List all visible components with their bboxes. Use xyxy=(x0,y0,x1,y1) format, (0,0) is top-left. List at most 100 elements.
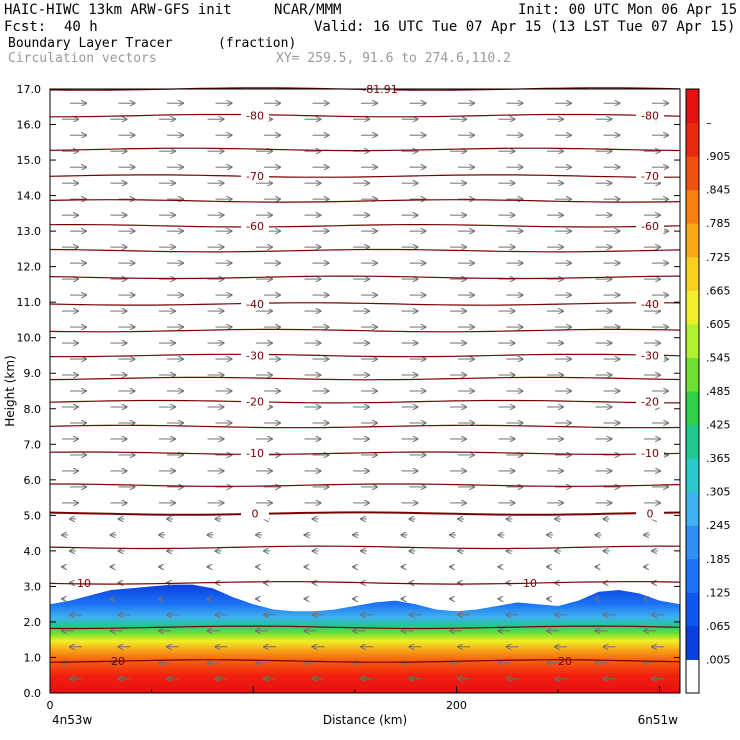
contour-label: 0 xyxy=(647,508,654,521)
xy-range: XY= 259.5, 91.6 to 274.6,110.2 xyxy=(276,51,511,66)
temperature-contour xyxy=(49,424,681,429)
colorbar-frame xyxy=(685,88,700,694)
colorbar-swatch xyxy=(686,659,699,694)
temperature-contour xyxy=(49,147,681,152)
colorbar-swatch xyxy=(686,89,699,124)
colorbar-swatch xyxy=(686,525,699,560)
temperature-contour xyxy=(49,353,681,358)
temperature-contour xyxy=(49,174,680,178)
colorbar-label: – xyxy=(706,117,712,130)
y-tick-label: 13.0 xyxy=(17,225,42,238)
contour-label-bg xyxy=(241,446,269,460)
contour-label: -60 xyxy=(246,220,264,233)
contour-label: -20 xyxy=(641,396,659,409)
temperature-contour xyxy=(49,199,681,203)
temperature-contour xyxy=(49,275,681,280)
colorbar-swatch xyxy=(686,357,699,392)
temperature-contour xyxy=(49,625,681,630)
colorbar-swatch xyxy=(686,323,699,358)
x-right-endpoint: 6n51w xyxy=(638,713,679,727)
contour-label-bg xyxy=(636,169,664,183)
y-tick-label: 7.0 xyxy=(24,438,42,451)
contour-label-bg xyxy=(636,348,664,362)
temperature-contour xyxy=(49,224,681,228)
x-tick-label: 0 xyxy=(47,699,54,712)
y-tick-label: 2.0 xyxy=(24,616,42,629)
forecast-hour: 40 h xyxy=(64,19,98,35)
model-title: HAIC-HIWC 13km ARW-GFS init xyxy=(4,2,232,18)
contour-label-bg xyxy=(241,506,269,520)
colorbar-label: .485 xyxy=(706,385,731,398)
colorbar-swatch xyxy=(686,391,699,426)
y-tick-label: 14.0 xyxy=(17,190,42,203)
contour-label: -20 xyxy=(246,396,264,409)
contour-label: 20 xyxy=(111,655,125,668)
colorbar-swatch xyxy=(686,189,699,224)
contour-label-bg xyxy=(636,506,664,520)
contour-label-bg xyxy=(636,218,664,232)
colorbar-label: .005 xyxy=(706,653,731,666)
y-tick-label: 8.0 xyxy=(24,403,42,416)
contour-label: -10 xyxy=(246,447,264,460)
y-axis-label: Height (km) xyxy=(3,355,17,426)
valid-time: Valid: 16 UTC Tue 07 Apr 15 (13 LST Tue … xyxy=(314,19,736,35)
colorbar-swatch xyxy=(686,558,699,593)
contour-label: 20 xyxy=(558,655,572,668)
overlay-name: Circulation vectors xyxy=(8,51,157,66)
x-left-endpoint: 4n53w xyxy=(52,713,93,727)
contour-label: 0 xyxy=(252,508,259,521)
colorbar-label: .725 xyxy=(706,251,731,264)
y-tick-label: 5.0 xyxy=(24,509,42,522)
colorbar-swatch xyxy=(686,122,699,157)
colorbar-label: .125 xyxy=(706,586,731,599)
contour-label: -10 xyxy=(641,447,659,460)
contour-label-bg xyxy=(636,296,664,310)
colorbar-label: .305 xyxy=(706,486,731,499)
contour-label-bg xyxy=(241,218,269,232)
y-tick-label: 1.0 xyxy=(24,651,42,664)
contour-label-bg xyxy=(241,296,269,310)
contour-label-bg xyxy=(241,348,269,362)
y-tick-label: 0.0 xyxy=(24,687,42,700)
colorbar-swatch xyxy=(686,156,699,191)
contour-label: -40 xyxy=(246,298,264,311)
y-tick-label: 12.0 xyxy=(17,261,42,274)
contour-label: -80 xyxy=(641,110,659,123)
contour-label-bg xyxy=(241,169,269,183)
temperature-contour xyxy=(49,328,681,333)
field-units: (fraction) xyxy=(218,36,297,51)
colorbar-label: .605 xyxy=(706,318,731,331)
colorbar-label: .425 xyxy=(706,419,731,432)
contour-label: 10 xyxy=(77,577,91,590)
y-tick-label: 11.0 xyxy=(17,296,42,309)
contour-label-bg xyxy=(241,108,269,122)
contour-label: -70 xyxy=(246,170,264,183)
colorbar-label: .665 xyxy=(706,284,731,297)
temperature-contour xyxy=(49,376,681,381)
temperature-contour xyxy=(49,511,681,516)
y-tick-label: 10.0 xyxy=(17,332,42,345)
x-axis-label: Distance (km) xyxy=(323,713,407,727)
y-tick-label: 3.0 xyxy=(24,580,42,593)
y-tick-label: 4.0 xyxy=(24,545,42,558)
contour-label: -80 xyxy=(246,110,264,123)
contour-label: -70 xyxy=(641,170,659,183)
tracer-shading xyxy=(50,584,680,693)
colorbar-label: .185 xyxy=(706,553,731,566)
temperature-contour xyxy=(49,451,681,456)
temperature-contour xyxy=(49,399,681,404)
temperature-contour xyxy=(49,545,681,550)
contour-label-bg xyxy=(636,108,664,122)
forecast-label: Fcst: xyxy=(4,19,47,35)
org-label: NCAR/MMM xyxy=(274,2,342,18)
contour-label: -60 xyxy=(641,220,659,233)
colorbar-label: .065 xyxy=(706,620,731,633)
y-tick-label: 15.0 xyxy=(17,154,42,167)
colorbar-swatch xyxy=(686,223,699,258)
contour-label-bg xyxy=(636,446,664,460)
contour-label: 10 xyxy=(523,577,537,590)
y-tick-label: 9.0 xyxy=(24,367,42,380)
temperature-contour xyxy=(49,581,681,585)
colorbar-label: .245 xyxy=(706,519,731,532)
temperature-contour xyxy=(49,659,681,663)
